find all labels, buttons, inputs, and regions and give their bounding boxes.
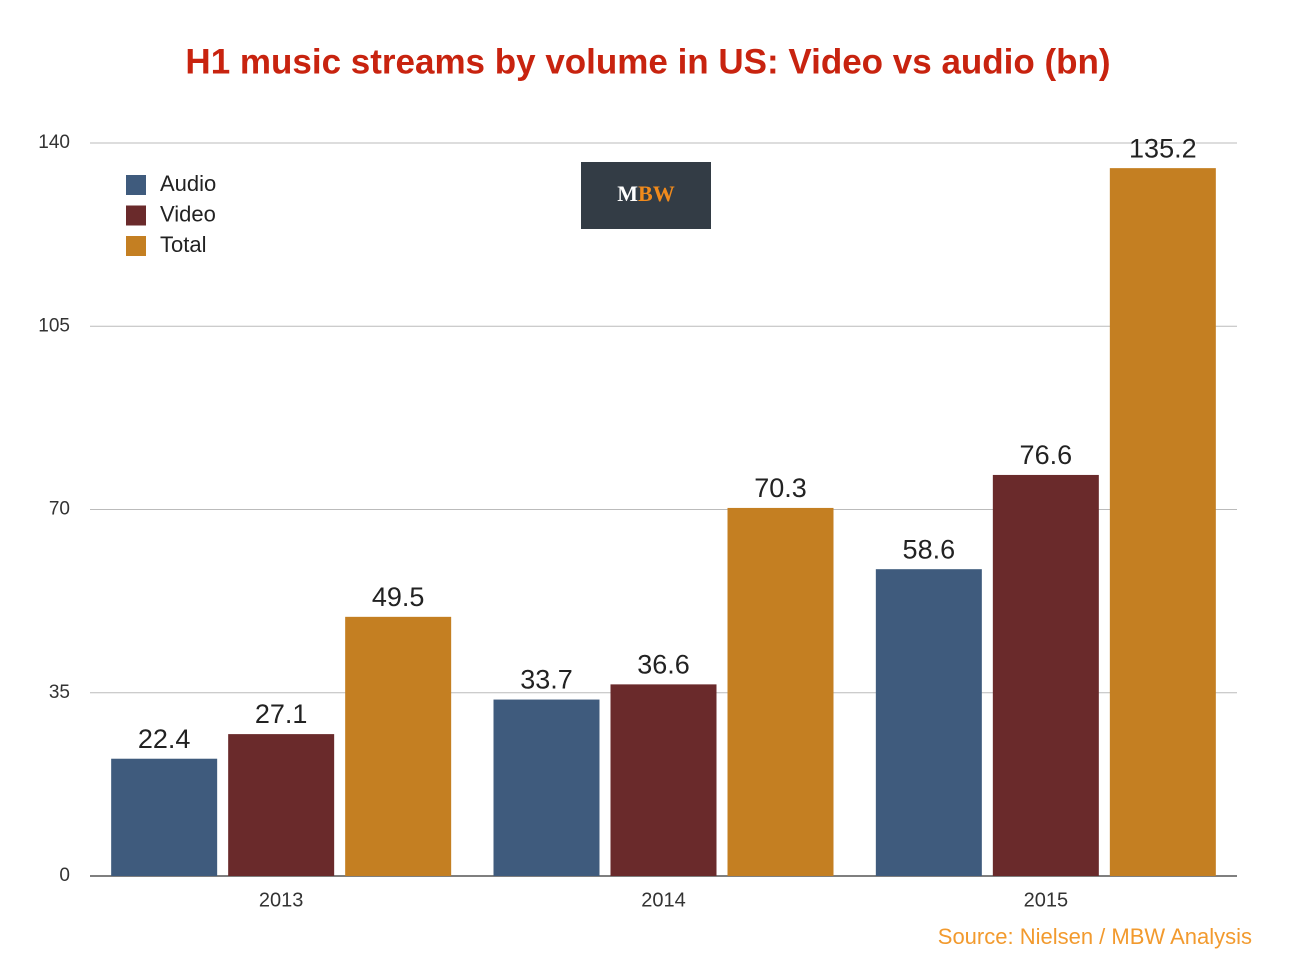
bar bbox=[345, 616, 452, 876]
bar bbox=[493, 699, 600, 876]
value-label: 33.7 bbox=[520, 665, 573, 695]
value-label: 49.5 bbox=[372, 582, 425, 612]
value-label: 27.1 bbox=[255, 699, 308, 729]
logo-box bbox=[581, 162, 711, 229]
legend-swatch bbox=[126, 205, 146, 226]
y-tick-label: 0 bbox=[59, 865, 70, 886]
chart-title: H1 music streams by volume in US: Video … bbox=[185, 42, 1110, 81]
value-label: 135.2 bbox=[1129, 133, 1197, 163]
legend-label: Audio bbox=[160, 171, 216, 196]
x-tick-label: 2015 bbox=[1024, 889, 1069, 911]
y-tick-label: 35 bbox=[49, 682, 70, 703]
bar bbox=[727, 507, 834, 876]
bar bbox=[1109, 168, 1216, 877]
value-label: 22.4 bbox=[138, 724, 191, 754]
y-tick-label: 140 bbox=[38, 132, 70, 153]
value-label: 70.3 bbox=[754, 473, 807, 503]
value-label: 58.6 bbox=[903, 534, 956, 564]
bar bbox=[610, 684, 717, 876]
y-tick-label: 70 bbox=[49, 499, 70, 520]
source: Source: Nielsen / MBW Analysis bbox=[938, 924, 1252, 949]
bar bbox=[992, 474, 1099, 876]
legend-swatch bbox=[126, 236, 146, 256]
value-label: 36.6 bbox=[637, 649, 690, 679]
bar bbox=[875, 569, 982, 876]
legend-label: Total bbox=[160, 232, 206, 257]
value-label: 76.6 bbox=[1020, 440, 1073, 470]
bar bbox=[111, 758, 218, 876]
x-tick-label: 2014 bbox=[641, 889, 686, 911]
y-tick-label: 105 bbox=[38, 315, 70, 336]
logo: MBW bbox=[617, 181, 674, 206]
x-tick-label: 2013 bbox=[259, 889, 304, 911]
bar bbox=[228, 734, 335, 876]
legend-label: Video bbox=[160, 201, 216, 226]
legend-swatch bbox=[126, 175, 146, 195]
